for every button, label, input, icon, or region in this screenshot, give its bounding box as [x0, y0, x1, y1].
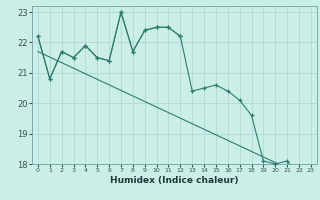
X-axis label: Humidex (Indice chaleur): Humidex (Indice chaleur) — [110, 176, 239, 185]
